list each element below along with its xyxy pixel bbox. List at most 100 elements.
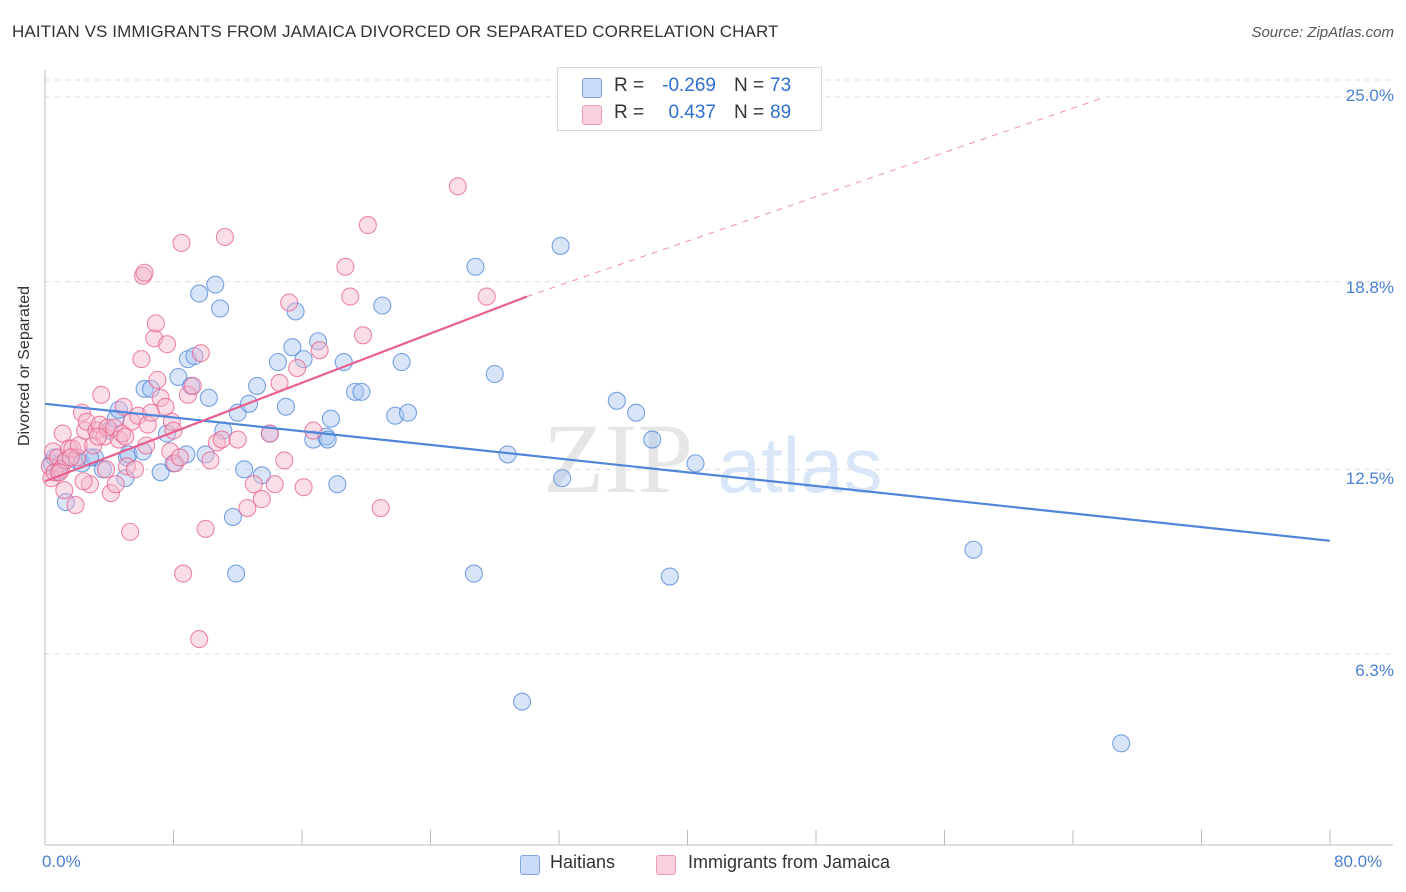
y-tick-label: 12.5% bbox=[1345, 469, 1394, 488]
x-tick-label: 80.0% bbox=[1334, 852, 1383, 871]
data-point bbox=[310, 341, 329, 360]
data-point bbox=[464, 564, 483, 583]
data-point bbox=[166, 454, 185, 473]
data-point bbox=[660, 567, 679, 586]
data-point bbox=[286, 302, 305, 321]
trend-lines bbox=[44, 96, 1331, 542]
legend-n-value: 89 bbox=[770, 102, 792, 123]
y-axis-label: Divorced or Separated bbox=[16, 285, 33, 446]
data-point bbox=[121, 522, 140, 541]
data-point bbox=[477, 287, 496, 306]
legend-swatch bbox=[582, 105, 602, 125]
legend-label: Haitians bbox=[550, 852, 616, 872]
legend-r-value: -0.269 bbox=[662, 75, 716, 96]
data-point bbox=[135, 263, 154, 282]
data-point bbox=[158, 335, 177, 354]
data-point bbox=[66, 496, 85, 515]
data-point bbox=[125, 460, 144, 479]
data-point bbox=[353, 326, 373, 345]
data-point bbox=[485, 364, 504, 384]
legend-r-label: R = bbox=[614, 75, 645, 96]
data-point bbox=[215, 227, 234, 247]
chart-title: HAITIAN VS IMMIGRANTS FROM JAMAICA DIVOR… bbox=[12, 22, 779, 41]
gridlines bbox=[45, 79, 1393, 655]
data-point bbox=[206, 275, 225, 294]
data-point bbox=[321, 409, 340, 428]
data-point bbox=[265, 475, 284, 494]
data-point bbox=[169, 367, 188, 387]
data-point bbox=[551, 236, 570, 255]
legend-n-label: N = bbox=[734, 102, 765, 123]
data-point bbox=[643, 430, 662, 449]
data-point bbox=[178, 385, 198, 404]
data-point bbox=[235, 460, 254, 479]
data-point bbox=[133, 266, 153, 285]
data-point bbox=[268, 353, 287, 372]
data-point bbox=[211, 299, 230, 318]
data-point bbox=[53, 424, 72, 443]
data-point bbox=[466, 257, 485, 276]
data-point bbox=[288, 359, 307, 378]
data-point bbox=[55, 481, 74, 500]
data-point bbox=[138, 415, 157, 434]
data-point bbox=[88, 427, 108, 446]
data-point bbox=[101, 484, 120, 503]
data-point bbox=[275, 451, 294, 470]
series-jamaica-points bbox=[40, 177, 496, 649]
data-point bbox=[164, 421, 183, 440]
data-point bbox=[244, 475, 263, 494]
legend-swatch bbox=[656, 855, 676, 875]
data-point bbox=[183, 376, 202, 395]
data-point bbox=[196, 519, 215, 538]
data-point bbox=[294, 350, 313, 369]
data-point bbox=[358, 216, 377, 235]
legend-swatch bbox=[520, 855, 540, 875]
data-point bbox=[964, 540, 983, 559]
data-point bbox=[373, 296, 392, 315]
data-point bbox=[146, 314, 165, 333]
data-point bbox=[156, 397, 175, 416]
data-point bbox=[135, 379, 154, 398]
data-point bbox=[172, 233, 191, 253]
y-tick-label: 6.3% bbox=[1355, 661, 1394, 680]
data-point bbox=[607, 391, 626, 410]
trend-line-extension bbox=[526, 96, 1106, 298]
data-point bbox=[223, 507, 242, 527]
data-point bbox=[190, 630, 209, 649]
data-point bbox=[686, 454, 705, 473]
data-point bbox=[74, 472, 93, 491]
data-point bbox=[170, 448, 189, 467]
data-point bbox=[448, 177, 467, 196]
x-tick-label: 0.0% bbox=[42, 852, 81, 871]
data-point bbox=[371, 498, 390, 518]
data-point bbox=[294, 478, 313, 497]
data-point bbox=[151, 463, 170, 482]
data-point bbox=[96, 460, 116, 479]
data-point bbox=[212, 430, 231, 449]
trend-line bbox=[44, 295, 528, 483]
data-point bbox=[174, 564, 193, 583]
data-point bbox=[336, 257, 355, 276]
data-point bbox=[1112, 734, 1131, 753]
data-point bbox=[553, 469, 572, 488]
data-point bbox=[392, 353, 411, 372]
data-point bbox=[280, 293, 299, 312]
data-point bbox=[345, 382, 365, 401]
data-point bbox=[304, 421, 323, 440]
data-point bbox=[199, 388, 218, 407]
data-point bbox=[191, 344, 210, 363]
legend-row-haitians: R = -0.269 N = 73 bbox=[558, 74, 821, 102]
data-point bbox=[151, 388, 170, 407]
data-point bbox=[627, 403, 646, 422]
legend-swatch bbox=[582, 78, 602, 98]
data-point bbox=[61, 448, 80, 467]
source-label: Source: ZipAtlas.com bbox=[1251, 24, 1394, 41]
data-point bbox=[328, 475, 347, 494]
data-point bbox=[190, 284, 209, 303]
data-point bbox=[148, 370, 167, 390]
data-point bbox=[228, 430, 247, 449]
y-tick-label: 18.8% bbox=[1345, 278, 1394, 297]
data-point bbox=[276, 397, 295, 416]
data-point bbox=[334, 353, 353, 372]
